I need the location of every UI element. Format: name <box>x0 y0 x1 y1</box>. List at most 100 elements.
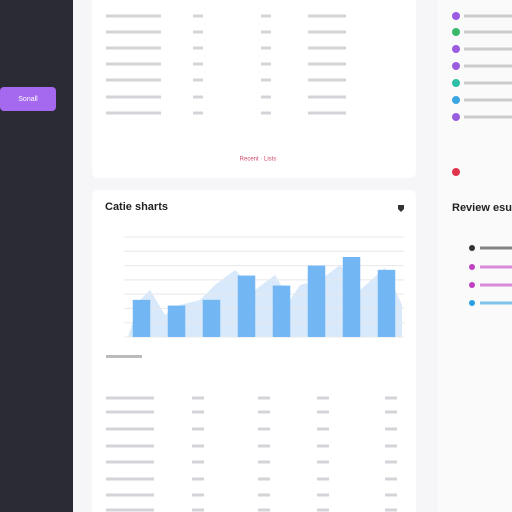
placeholder-line <box>106 62 161 66</box>
placeholder-line <box>193 30 203 34</box>
area-backdrop <box>128 265 402 337</box>
placeholder-line <box>317 410 329 414</box>
review-dot <box>469 300 475 306</box>
placeholder-line <box>385 444 397 448</box>
placeholder-line <box>317 444 329 448</box>
placeholder-line <box>106 396 154 400</box>
placeholder-line <box>106 444 154 448</box>
placeholder-line <box>317 493 329 497</box>
bar <box>202 299 221 337</box>
placeholder-line <box>464 47 512 51</box>
placeholder-line <box>192 477 204 481</box>
placeholder-line <box>106 111 161 115</box>
placeholder-line <box>464 64 512 68</box>
placeholder-line <box>385 410 397 414</box>
list-dot <box>452 45 460 53</box>
placeholder-line <box>258 396 270 400</box>
placeholder-line <box>106 95 161 99</box>
link[interactable]: Recent · Lists <box>240 157 277 163</box>
placeholder-line <box>385 493 397 497</box>
placeholder-line <box>317 477 329 481</box>
placeholder-line <box>192 444 204 448</box>
placeholder-line <box>192 508 204 512</box>
placeholder-line <box>308 14 346 18</box>
placeholder-line <box>106 427 154 431</box>
placeholder-line <box>308 95 346 99</box>
placeholder-line <box>464 81 512 85</box>
bar <box>342 257 361 337</box>
placeholder-line <box>193 62 203 66</box>
placeholder-line <box>258 427 270 431</box>
placeholder-line <box>258 477 270 481</box>
placeholder-line <box>193 111 203 115</box>
button-label[interactable]: Sonall <box>18 96 38 103</box>
placeholder-line <box>106 355 142 358</box>
placeholder-line <box>106 460 154 464</box>
placeholder-line <box>464 30 512 34</box>
placeholder-line <box>192 427 204 431</box>
placeholder-line <box>193 46 203 50</box>
placeholder-line <box>261 46 271 50</box>
placeholder-line <box>106 477 154 481</box>
placeholder-line <box>480 265 512 269</box>
placeholder-line <box>106 410 154 414</box>
placeholder-line <box>106 14 161 18</box>
sidebar-button[interactable] <box>0 87 56 111</box>
placeholder-line <box>193 78 203 82</box>
right-panel <box>438 0 512 512</box>
bar <box>377 269 396 337</box>
chart-card <box>92 190 416 512</box>
placeholder-line <box>261 111 271 115</box>
placeholder-line <box>385 427 397 431</box>
status-dot <box>452 168 460 176</box>
placeholder-line <box>106 508 154 512</box>
placeholder-line <box>261 30 271 34</box>
placeholder-line <box>464 115 512 119</box>
placeholder-line <box>261 62 271 66</box>
placeholder-line <box>106 78 161 82</box>
placeholder-line <box>317 508 329 512</box>
review-dot <box>469 245 475 251</box>
bar <box>132 299 151 337</box>
table-card <box>92 0 416 178</box>
placeholder-line <box>317 427 329 431</box>
placeholder-line <box>192 460 204 464</box>
placeholder-line <box>308 62 346 66</box>
placeholder-line <box>106 493 154 497</box>
placeholder-line <box>385 396 397 400</box>
placeholder-line <box>317 396 329 400</box>
bar <box>272 285 291 337</box>
placeholder-line <box>193 14 203 18</box>
review-dot <box>469 264 475 270</box>
list-dot <box>452 79 460 87</box>
placeholder-line <box>258 460 270 464</box>
placeholder-line <box>480 283 512 287</box>
placeholder-line <box>192 493 204 497</box>
right-heading: Review esu <box>452 202 512 214</box>
placeholder-line <box>308 46 346 50</box>
list-dot <box>452 28 460 36</box>
placeholder-line <box>192 410 204 414</box>
bar <box>167 305 186 337</box>
placeholder-line <box>308 78 346 82</box>
placeholder-line <box>464 98 512 102</box>
list-dot <box>452 62 460 70</box>
placeholder-line <box>258 508 270 512</box>
review-dot <box>469 282 475 288</box>
chart-title: Catie sharts <box>105 201 168 213</box>
icon[interactable] <box>398 205 404 212</box>
placeholder-line <box>261 78 271 82</box>
list-dot <box>452 113 460 121</box>
placeholder-line <box>480 246 512 250</box>
placeholder-line <box>261 95 271 99</box>
placeholder-line <box>258 410 270 414</box>
placeholder-line <box>480 301 512 305</box>
list-dot <box>452 12 460 20</box>
placeholder-line <box>385 477 397 481</box>
bar <box>237 275 256 337</box>
sidebar <box>0 0 73 512</box>
placeholder-line <box>464 14 512 18</box>
placeholder-line <box>385 508 397 512</box>
